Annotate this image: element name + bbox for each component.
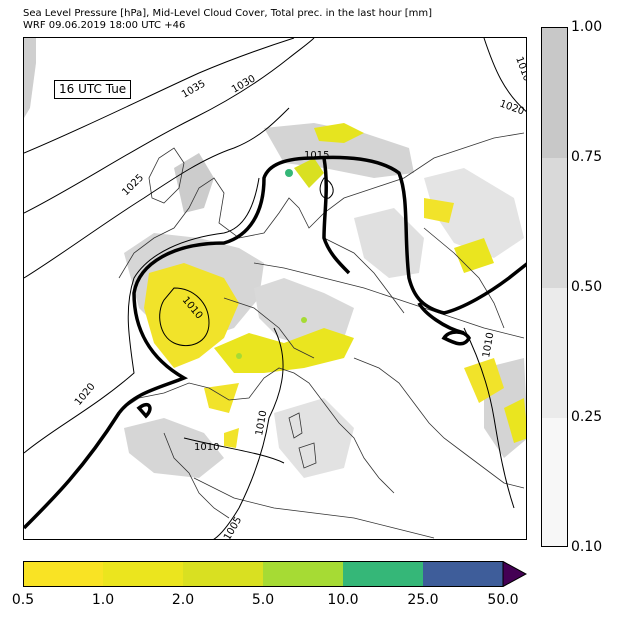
isobar-label-1010-med: 1010 xyxy=(254,410,269,437)
precip-tick-5-0: 5.0 xyxy=(251,592,275,608)
precip-band-1 xyxy=(103,561,183,587)
precip-extend-arrow xyxy=(502,561,527,587)
cloud-tick-050: 0.50 xyxy=(571,279,603,295)
cloud-band-050-075 xyxy=(542,158,567,288)
precip-tick-1-0: 1.0 xyxy=(91,592,115,608)
cloud-tick-100: 1.00 xyxy=(571,19,603,35)
isobar-label-1010-ne: 1010 xyxy=(513,55,527,83)
isobar-label-1035: 1035 xyxy=(180,78,208,100)
cloud-band-010-025 xyxy=(542,418,567,546)
precipitation-layer xyxy=(144,123,526,448)
cloud-cover-layer xyxy=(24,38,526,478)
isobar-label-1030: 1030 xyxy=(230,73,258,95)
cloud-cover-colorbar xyxy=(541,27,568,547)
cloud-tick-010: 0.10 xyxy=(571,539,603,555)
isobar-label-1010-iberia: 1010 xyxy=(194,442,219,453)
precip-band-5 xyxy=(423,561,503,587)
map-title-line1: Sea Level Pressure [hPa], Mid-Level Clou… xyxy=(23,8,433,19)
isobar-label-1025: 1025 xyxy=(120,172,146,198)
precip-band-4 xyxy=(343,561,423,587)
precip-band-0 xyxy=(23,561,103,587)
isobars-thin xyxy=(24,38,526,539)
cloud-band-025-050 xyxy=(542,288,567,418)
precipitation-colorbar xyxy=(23,561,527,587)
isobar-label-1010-balkans: 1010 xyxy=(481,332,496,359)
valid-time-label: 16 UTC Tue xyxy=(54,80,132,99)
precip-tick-10-0: 10.0 xyxy=(327,592,359,608)
precip-tick-50-0: 50.0 xyxy=(487,592,519,608)
precip-band-2 xyxy=(183,561,263,587)
coastlines xyxy=(118,132,525,539)
cloud-tick-025: 0.25 xyxy=(571,409,603,425)
precip-tick-2-0: 2.0 xyxy=(171,592,195,608)
isobar-label-1020-east: 1020 xyxy=(498,98,526,117)
isobar-label-1015: 1015 xyxy=(304,150,329,161)
precip-tick-25-0: 25.0 xyxy=(407,592,439,608)
map-title-line2: WRF 09.06.2019 18:00 UTC +46 xyxy=(23,20,186,31)
isobar-1015-bold xyxy=(24,155,526,530)
precip-band-3 xyxy=(263,561,343,587)
precip-tick-0-5: 0.5 xyxy=(11,592,35,608)
precip-colorbar-outline xyxy=(23,561,504,587)
map-canvas: 1035 1030 1025 1020 1020 1015 1010 1010 … xyxy=(24,38,527,539)
cloud-band-075-100 xyxy=(542,28,567,158)
weather-map: 1035 1030 1025 1020 1020 1015 1010 1010 … xyxy=(23,37,527,540)
cloud-tick-075: 0.75 xyxy=(571,149,603,165)
